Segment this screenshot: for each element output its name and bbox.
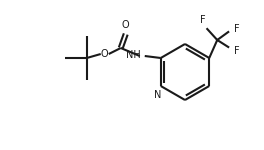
Text: O: O (122, 20, 130, 30)
Text: N: N (154, 90, 162, 100)
Text: F: F (234, 46, 240, 56)
Text: NH: NH (126, 50, 141, 60)
Text: F: F (200, 15, 206, 25)
Text: F: F (234, 24, 240, 34)
Text: O: O (101, 49, 109, 59)
